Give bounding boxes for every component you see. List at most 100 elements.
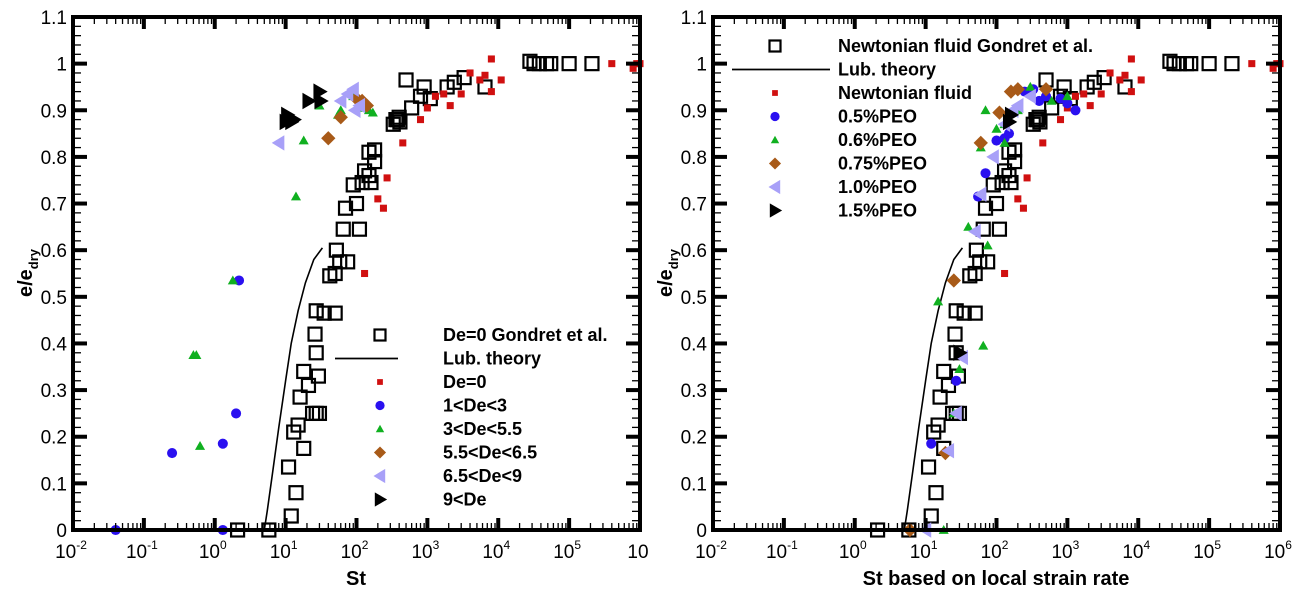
right-legend-marker-icon (768, 39, 782, 53)
right-y-tick-label: 1 (696, 55, 707, 76)
left-point-0-42 (404, 100, 420, 116)
right-point-0-51 (1162, 53, 1178, 69)
left-y-tick-label: 0.1 (41, 474, 67, 495)
left-point-0-27 (337, 200, 354, 216)
left-point-0-28 (348, 195, 365, 212)
right-point-4-0 (999, 137, 1010, 147)
right-series-4 (999, 137, 1010, 147)
left-series-0 (229, 53, 600, 538)
right-point-1-14 (1127, 88, 1135, 96)
right-x-axis-title: St based on local strain rate (863, 568, 1130, 590)
right-point-0-30 (985, 177, 1001, 193)
right-point-2-1 (951, 375, 962, 386)
right-x-tick-label: 10-2 (695, 538, 727, 563)
right-point-0-24 (980, 254, 996, 270)
right-point-1-2 (1019, 204, 1027, 212)
right-series-2 (926, 84, 1081, 449)
right-legend-marker-icon (768, 157, 782, 170)
left-y-tick-label: 0.9 (41, 101, 67, 122)
left-point-1-12 (476, 76, 484, 84)
right-legend-item-1: Lub. theory (732, 60, 936, 80)
left-point-0-46 (398, 72, 414, 88)
left-point-3-8 (335, 105, 346, 115)
left-legend-item-0: De=0 Gondret et al. (373, 325, 608, 345)
right-series-1 (1001, 55, 1284, 278)
left-point-3-4 (290, 191, 302, 201)
right-legend-item-5: 0.75%PEO (768, 154, 927, 174)
right-point-1-0 (1001, 269, 1009, 278)
left-point-1-17 (608, 60, 616, 68)
right-x-tick-label: 102 (981, 538, 1009, 563)
left-point-1-14 (487, 88, 495, 96)
left-point-2-1 (167, 448, 178, 459)
left-point-0-2 (283, 508, 299, 524)
right-y-axis-title-main: e/e (655, 269, 677, 297)
right-chart: 10-2 10-1 100 101 102 103 104 105 106 0 0.1 0.2 0.3 0… (655, 8, 1292, 590)
left-point-1-15 (497, 76, 505, 84)
left-point-0-50 (477, 79, 493, 95)
left-legend-marker-icon (374, 492, 388, 507)
left-point-0-51 (522, 53, 538, 69)
right-y-tick-label: 0.4 (681, 334, 708, 355)
left-series-6 (279, 83, 329, 131)
left-point-1-0 (361, 269, 369, 278)
right-point-6-9 (1010, 97, 1024, 114)
right-point-5-3 (973, 135, 988, 151)
left-point-0-20 (322, 268, 338, 284)
left-lub-theory-curve (263, 247, 324, 531)
right-point-1-17 (1248, 60, 1256, 68)
left-series-1 (361, 55, 644, 278)
right-point-1-8 (1080, 90, 1088, 98)
left-x-tick-label: 10-1 (126, 538, 158, 563)
right-point-1-16 (1127, 55, 1135, 63)
left-point-0-36 (366, 142, 383, 158)
right-point-0-4 (920, 459, 937, 475)
right-point-0-3 (928, 485, 944, 501)
right-point-1-5 (1056, 116, 1065, 124)
left-point-1-2 (379, 204, 387, 212)
right-point-2-12 (1070, 105, 1081, 116)
left-legend-marker-icon (373, 446, 387, 459)
right-point-2-0 (926, 438, 937, 449)
left-point-0-48 (446, 74, 462, 90)
left-y-tick-label: 0.7 (41, 195, 67, 216)
left-y-axis-title: e/edry (15, 248, 41, 297)
left-y-tick-label: 0.2 (41, 428, 67, 449)
right-legend-label: 1.5%PEO (838, 201, 917, 221)
right-point-0-50 (1117, 79, 1133, 95)
right-series-7 (953, 106, 1020, 362)
right-legend-label: Newtonian fluid Gondret et al. (838, 36, 1093, 56)
svg-text:e/edry: e/edry (655, 248, 681, 297)
right-point-6-4 (968, 223, 981, 240)
left-point-0-11 (311, 405, 328, 422)
right-point-0-57 (1224, 56, 1240, 72)
right-y-tick-label: 0.1 (681, 474, 707, 495)
left-series-4 (321, 91, 375, 146)
svg-text:e/edry: e/edry (15, 248, 41, 297)
left-point-4-1 (333, 110, 348, 125)
right-point-6-6 (986, 149, 999, 165)
left-point-6-3 (287, 111, 302, 128)
left-point-1-5 (416, 116, 425, 124)
left-point-0-56 (561, 56, 577, 72)
right-point-1-3 (1023, 174, 1031, 182)
left-point-0-22 (332, 254, 348, 270)
right-point-0-56 (1201, 56, 1217, 72)
left-x-tick-label: 105 (553, 538, 581, 563)
right-legend-item-7: 1.5%PEO (769, 201, 917, 221)
right-y-tick-label: 0.3 (681, 381, 707, 402)
left-legend-item-2: De=0 (377, 372, 487, 392)
right-point-1-7 (1071, 92, 1079, 100)
left-legend-item-4: 3<De<5.5 (375, 419, 522, 439)
left-point-0-5 (296, 440, 312, 456)
left-plot-data (110, 53, 644, 538)
right-point-0-39 (1029, 111, 1046, 128)
left-legend-label: 1<De<3 (443, 396, 507, 416)
right-point-0-33 (996, 163, 1013, 179)
right-x-tick-label: 10-1 (766, 538, 798, 563)
left-point-0-57 (584, 56, 600, 72)
left-point-0-49 (456, 70, 472, 86)
right-point-1-13 (1121, 71, 1129, 79)
left-x-tick-label: 10 (627, 542, 648, 563)
left-point-1-7 (431, 92, 439, 100)
